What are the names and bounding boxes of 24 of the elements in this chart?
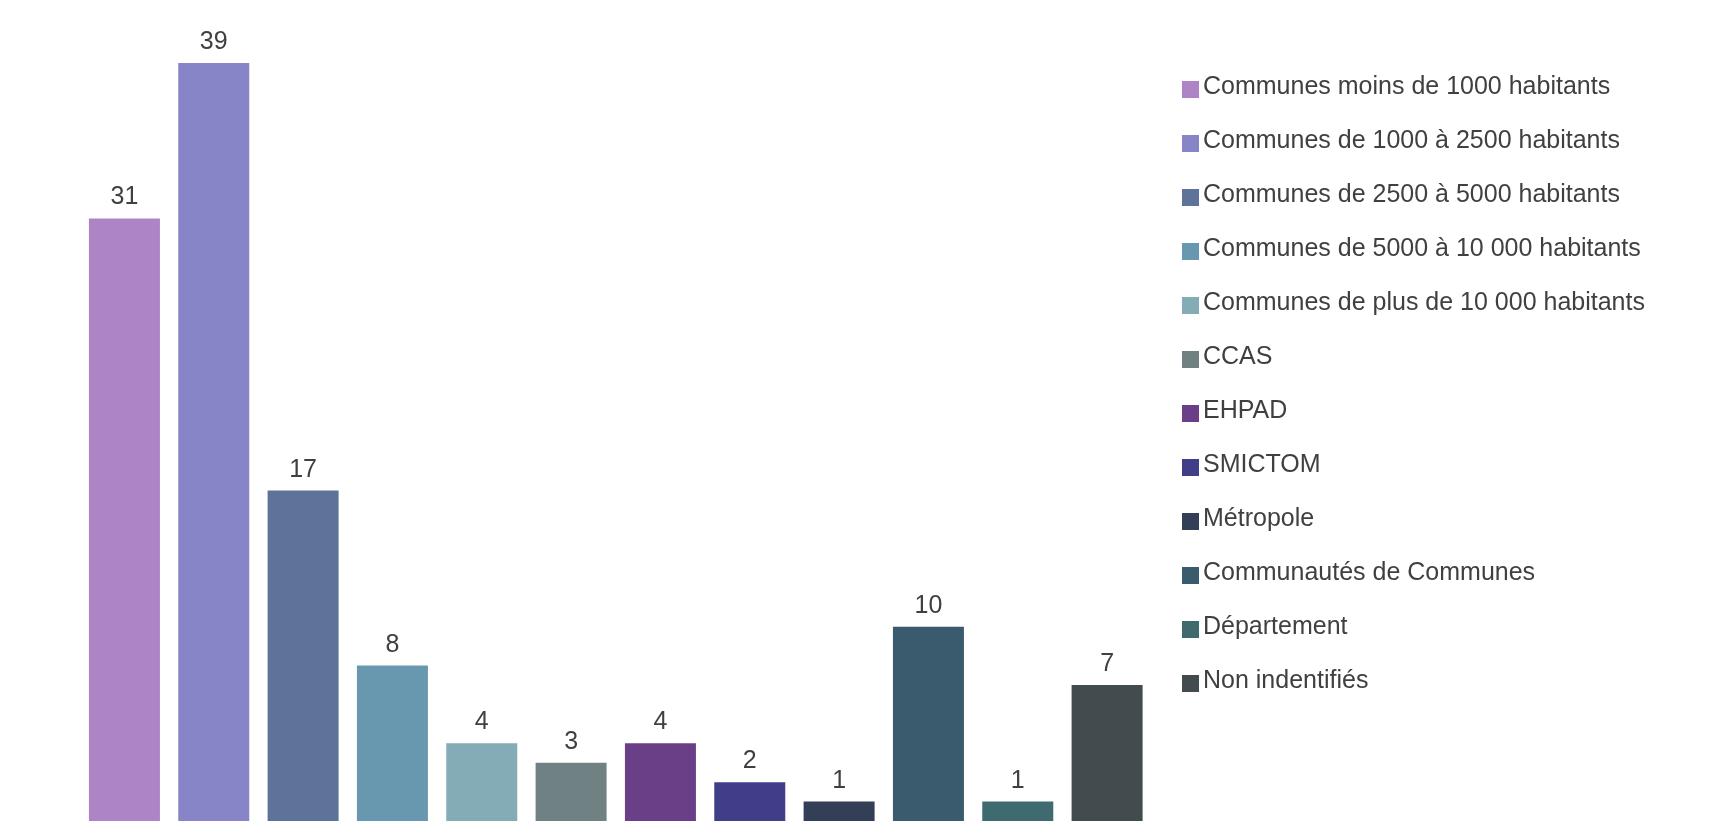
data-label: 1	[832, 764, 847, 793]
data-label: 4	[653, 706, 668, 735]
legend-label: Communes de 2500 à 5000 habitants	[1203, 179, 1620, 207]
legend-label: Communes moins de 1000 habitants	[1203, 71, 1611, 99]
legend-label: Communes de plus de 10 000 habitants	[1203, 287, 1645, 315]
data-label: 7	[1100, 647, 1115, 676]
data-label: 8	[385, 628, 400, 657]
legend-label: Non indentifiés	[1203, 665, 1369, 693]
legend-label: EHPAD	[1203, 395, 1288, 423]
data-label: 10	[914, 589, 943, 618]
data-label: 39	[199, 26, 228, 54]
data-label: 1	[1010, 764, 1025, 793]
data-label: 3	[564, 725, 579, 754]
legend-label: Communes de 1000 à 2500 habitants	[1203, 125, 1620, 153]
data-label: 31	[110, 181, 139, 210]
legend-label: Département	[1203, 611, 1348, 639]
legend-label: CCAS	[1203, 341, 1273, 369]
legend-label: SMICTOM	[1203, 449, 1321, 477]
data-label: 2	[742, 745, 757, 774]
data-label: 17	[289, 453, 318, 482]
data-label: 4	[474, 706, 489, 735]
legend-label: Communes de 5000 à 10 000 habitants	[1203, 233, 1641, 261]
legend-label: Métropole	[1203, 503, 1315, 531]
legend-label: Communautés de Communes	[1203, 557, 1536, 585]
